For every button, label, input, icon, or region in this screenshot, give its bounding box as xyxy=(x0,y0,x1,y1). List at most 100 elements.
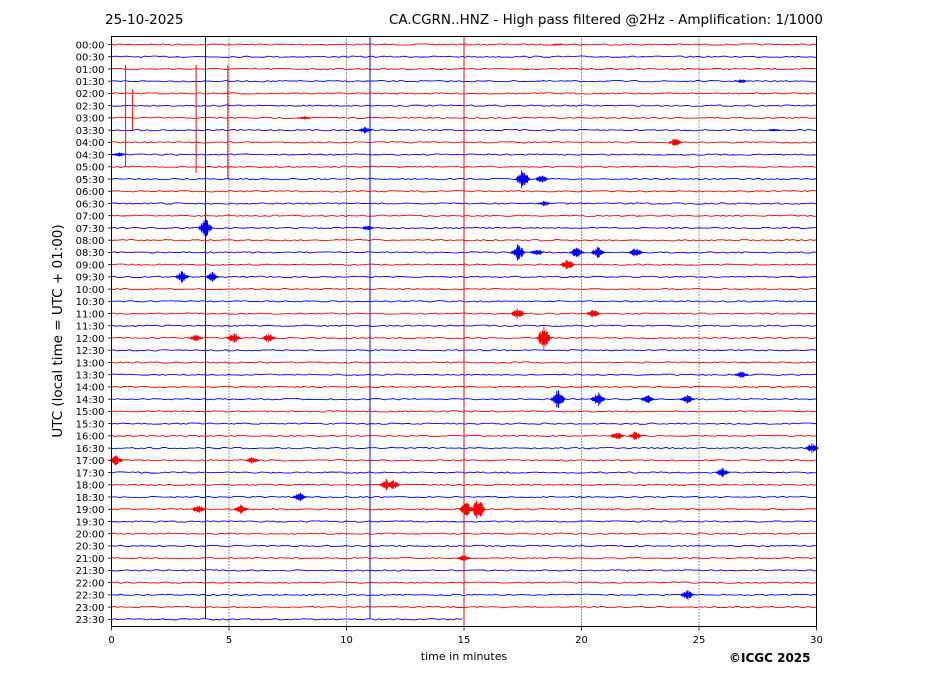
trace-line xyxy=(111,324,817,327)
x-tick-label: 15 xyxy=(458,635,471,646)
y-tick-label: 05:30 xyxy=(76,175,105,186)
x-tick-labels: 0 5 10 15 20 25 30 xyxy=(108,626,823,646)
signal-burst xyxy=(733,371,749,378)
copyright-label: ©ICGC 2025 xyxy=(729,651,811,665)
chart-title: CA.CGRN..HNZ - High pass filtered @2Hz -… xyxy=(388,12,823,28)
signal-burst xyxy=(628,431,643,440)
trace-line xyxy=(111,153,817,156)
signal-burst xyxy=(550,43,566,46)
signal-burst xyxy=(226,333,242,343)
y-tick-label: 11:30 xyxy=(76,322,105,333)
signal-burst xyxy=(261,333,277,343)
y-tick-label: 23:00 xyxy=(76,603,105,614)
y-tick-label: 07:00 xyxy=(76,212,105,223)
y-tick-label: 21:30 xyxy=(76,566,105,577)
signal-burst xyxy=(456,554,472,562)
y-tick-label: 00:00 xyxy=(76,40,105,51)
y-axis-label: UTC (local time = UTC + 01:00) xyxy=(50,224,66,437)
y-tick-label: 06:30 xyxy=(76,199,105,210)
signal-events xyxy=(108,36,820,627)
y-tick-label: 20:00 xyxy=(76,530,105,541)
trace-line xyxy=(111,116,817,120)
trace-line xyxy=(111,275,817,279)
y-tick-label: 16:00 xyxy=(76,432,105,443)
trace-line xyxy=(111,471,817,474)
signal-burst xyxy=(174,271,190,283)
trace-line xyxy=(111,446,817,450)
trace-line xyxy=(111,80,817,83)
trace-line xyxy=(111,605,817,609)
x-tick-label: 10 xyxy=(340,635,353,646)
trace-line xyxy=(111,55,817,58)
x-tick-label: 20 xyxy=(575,635,588,646)
trace-line xyxy=(111,300,817,303)
y-tick-label: 20:30 xyxy=(76,542,105,553)
y-tick-label: 12:00 xyxy=(76,334,105,345)
trace-line xyxy=(111,251,817,254)
trace-line xyxy=(111,202,817,205)
y-tick-label: 06:00 xyxy=(76,187,105,198)
y-tick-label: 12:30 xyxy=(76,346,105,357)
signal-burst xyxy=(560,259,575,270)
signal-burst xyxy=(205,272,220,282)
trace-line xyxy=(111,349,817,352)
trace-line xyxy=(111,410,817,413)
signal-burst xyxy=(360,225,376,231)
signal-burst xyxy=(245,456,260,464)
trace-line xyxy=(111,520,817,523)
y-tick-label: 01:30 xyxy=(76,77,105,88)
y-tick-label: 17:30 xyxy=(76,468,105,479)
y-tick-label: 19:30 xyxy=(76,517,105,528)
signal-burst xyxy=(198,218,213,238)
trace-line xyxy=(111,312,817,315)
y-tick-label: 09:00 xyxy=(76,260,105,271)
trace-line xyxy=(111,422,817,425)
trace-line xyxy=(111,385,817,389)
trace-line xyxy=(111,226,817,230)
y-tick-label: 18:00 xyxy=(76,481,105,492)
y-tick-label: 07:30 xyxy=(76,224,105,235)
signal-burst xyxy=(590,246,606,259)
trace-line xyxy=(111,581,817,584)
y-tick-label: 16:30 xyxy=(76,444,105,455)
y-tick-label: 13:30 xyxy=(76,371,105,382)
signal-burst xyxy=(296,116,312,120)
trace-line xyxy=(111,67,817,71)
x-tick-label: 5 xyxy=(226,635,232,646)
y-tick-label: 09:30 xyxy=(76,273,105,284)
trace-line xyxy=(111,495,817,499)
signal-burst xyxy=(569,247,585,258)
y-tick-label: 13:00 xyxy=(76,358,105,369)
y-tick-label: 21:00 xyxy=(76,554,105,565)
x-tick-label: 30 xyxy=(810,635,823,646)
y-tick-label: 08:00 xyxy=(76,236,105,247)
trace-line xyxy=(111,397,817,401)
y-tick-label: 03:30 xyxy=(76,126,105,137)
trace-line xyxy=(111,459,817,462)
y-tick-label: 02:00 xyxy=(76,89,105,100)
trace-line xyxy=(111,165,817,168)
y-tick-label: 14:30 xyxy=(76,395,105,406)
signal-burst xyxy=(550,390,566,408)
y-tick-label: 17:00 xyxy=(76,456,105,467)
trace-line xyxy=(111,128,817,132)
signal-burst xyxy=(639,395,655,404)
signal-burst xyxy=(510,308,526,319)
y-tick-label: 15:30 xyxy=(76,419,105,430)
signal-burst xyxy=(233,504,249,514)
trace-line xyxy=(111,263,817,266)
date-label: 25-10-2025 xyxy=(105,12,184,28)
y-tick-label: 03:00 xyxy=(76,114,105,125)
trace-line xyxy=(111,190,817,193)
trace-line xyxy=(111,532,817,535)
signal-burst xyxy=(536,200,552,207)
trace-line xyxy=(111,177,817,181)
y-tick-label: 05:00 xyxy=(76,163,105,174)
y-tick-label: 10:00 xyxy=(76,285,105,296)
y-tick-label: 19:00 xyxy=(76,505,105,516)
trace-line xyxy=(111,373,817,376)
signal-burst xyxy=(733,79,749,83)
signal-burst xyxy=(386,480,401,490)
